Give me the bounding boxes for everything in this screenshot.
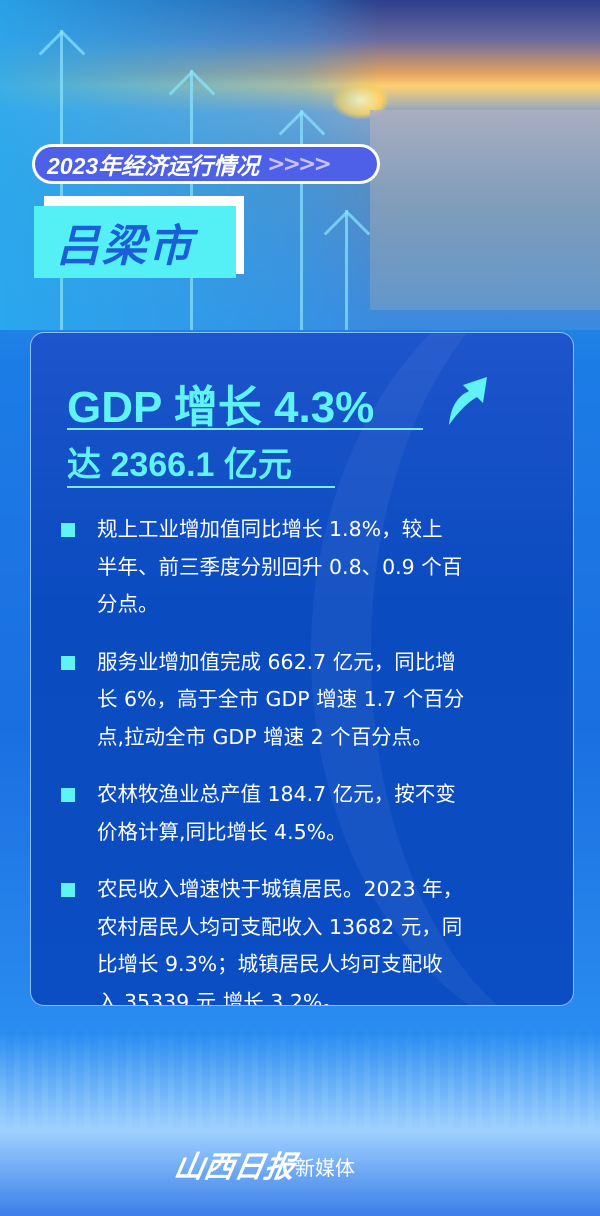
- chevrons-right-icon: >>>>: [267, 151, 332, 177]
- square-bullet-icon: [61, 788, 75, 802]
- bullet-text-line: 比增长 9.3%；城镇居民人均可支配收: [97, 952, 443, 976]
- bullet-text-line: 入 35339 元,增长 3.2%。: [97, 989, 343, 1006]
- bullet-text-line: 农林牧渔业总产值 184.7 亿元，按不变: [97, 782, 456, 806]
- up-arrow-icon: [449, 377, 487, 425]
- bullet-text-line: 规上工业增加值同比增长 1.8%，较上: [97, 517, 443, 541]
- newspaper-logo: 山西日报: [171, 1150, 298, 1185]
- bullet-text-line: 服务业增加值完成 662.7 亿元，同比增: [97, 649, 456, 674]
- content-card: GDP 增长 4.3% 达 2366.1 亿元 规上工业增加值同比增长 1.8%…: [30, 332, 574, 1006]
- city-buildings: [370, 110, 600, 310]
- divider: [67, 486, 335, 488]
- list-item: 农林牧渔业总产值 184.7 亿元，按不变 价格计算,同比增长 4.5%。: [61, 776, 561, 851]
- bullet-text-line: 点,拉动全市 GDP 增速 2 个百分点。: [97, 724, 433, 749]
- divider: [67, 428, 423, 430]
- gdp-growth-headline: GDP 增长 4.3%: [67, 383, 375, 432]
- bullet-text-line: 长 6%，高于全市 GDP 增速 1.7 个百分: [97, 687, 465, 711]
- city-title-box: 吕梁市: [34, 206, 236, 278]
- bullet-text-line: 农村居民人均可支配收入 13682 元，同: [97, 914, 463, 939]
- gdp-total: 达 2366.1 亿元: [67, 446, 292, 484]
- list-item: 规上工业增加值同比增长 1.8%，较上 半年、前三季度分别回升 0.8、0.9 个…: [61, 511, 561, 624]
- list-item: 服务业增加值完成 662.7 亿元，同比增长 6%，高于全市 GDP 增速 1.…: [61, 644, 561, 757]
- year-banner: 2023年经济运行情况 >>>>: [32, 144, 380, 184]
- arrow-decoration-icon: [300, 110, 303, 330]
- bullet-text-line: 半年、前三季度分别回升 0.8、0.9 个百: [97, 554, 463, 579]
- bullet-text-line: 价格计算,同比增长 4.5%。: [97, 819, 347, 844]
- footer-label: 新媒体: [295, 1156, 355, 1180]
- bullet-text-line: 农民收入增速快于城镇居民。2023 年，: [97, 877, 464, 901]
- bullet-text-line: 分点。: [97, 592, 159, 616]
- bullet-list: 规上工业增加值同比增长 1.8%，较上 半年、前三季度分别回升 0.8、0.9 个…: [61, 511, 561, 1006]
- skyline-decoration: [0, 1020, 600, 1130]
- square-bullet-icon: [61, 523, 75, 537]
- arrow-decoration-icon: [345, 210, 348, 330]
- list-item: 农民收入增速快于城镇居民。2023 年， 农村居民人均可支配收入 13682 元，…: [61, 871, 561, 1006]
- square-bullet-icon: [61, 655, 75, 670]
- city-title: 吕梁市: [56, 221, 194, 272]
- square-bullet-icon: [61, 883, 75, 897]
